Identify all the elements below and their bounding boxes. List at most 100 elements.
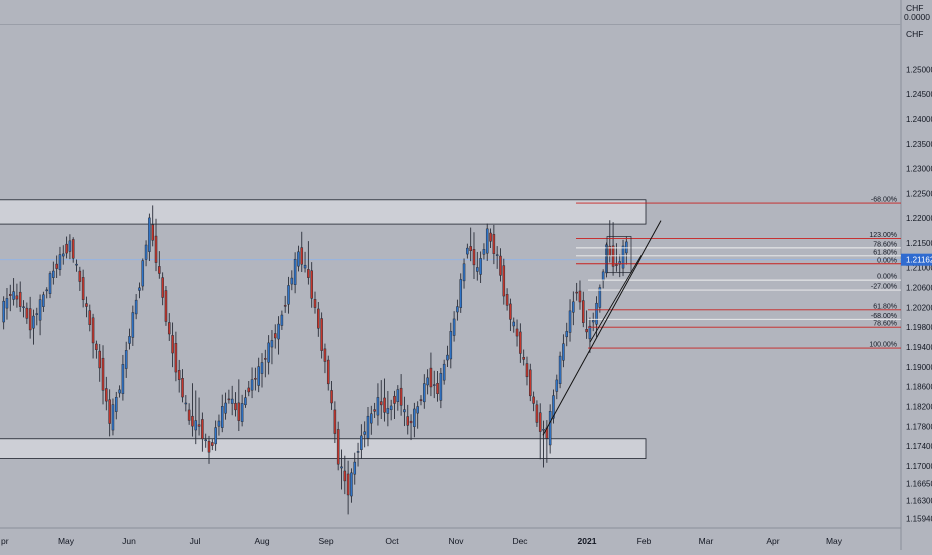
candle-body bbox=[217, 420, 221, 427]
candle-body bbox=[181, 378, 184, 398]
price-tick-label: 1.19000 bbox=[906, 363, 932, 372]
fib-level-label: -68.00% bbox=[871, 197, 897, 204]
price-tick-label: 1.19400 bbox=[906, 343, 932, 352]
time-tick-label: May bbox=[826, 536, 843, 546]
candle-body bbox=[522, 357, 525, 360]
fib-level-label: 123.00% bbox=[869, 232, 897, 239]
candle-body bbox=[605, 244, 608, 274]
time-tick-label: Jul bbox=[190, 536, 201, 546]
price-tick-label: 1.18200 bbox=[906, 403, 932, 412]
candle-body bbox=[164, 290, 168, 322]
candle-body bbox=[148, 217, 151, 252]
candle-body bbox=[449, 331, 453, 360]
currency-label-top: CHF bbox=[906, 3, 923, 13]
candle-body bbox=[174, 343, 178, 373]
candles-layer bbox=[2, 205, 628, 515]
inner-trendline bbox=[589, 255, 642, 343]
price-tick-label: 1.23000 bbox=[906, 165, 932, 174]
candle-body bbox=[598, 287, 602, 308]
candle-body bbox=[456, 306, 459, 313]
candle-body bbox=[615, 264, 618, 266]
candle-body bbox=[482, 249, 486, 255]
candle-body bbox=[442, 363, 446, 381]
candle-body bbox=[75, 263, 78, 266]
candle-body bbox=[250, 379, 254, 391]
candle-body bbox=[287, 285, 290, 305]
candle-body bbox=[144, 244, 148, 260]
candle-body bbox=[313, 299, 317, 308]
candle-body bbox=[277, 323, 280, 340]
candle-body bbox=[552, 395, 555, 419]
candle-body bbox=[48, 273, 52, 294]
price-tick-label: 1.22000 bbox=[906, 214, 932, 223]
candle-body bbox=[167, 322, 171, 335]
price-tick-label: 1.20600 bbox=[906, 284, 932, 293]
candle-body bbox=[124, 350, 128, 369]
candle-body bbox=[114, 396, 118, 412]
candle-body bbox=[197, 424, 201, 427]
candle-body bbox=[578, 290, 582, 303]
candle-body bbox=[512, 321, 516, 327]
price-axis[interactable]: 1.25000 1.24500 1.24000 1.23500 1.23000 1.225… bbox=[901, 65, 932, 524]
price-tick-label: 1.24500 bbox=[906, 90, 932, 99]
candle-body bbox=[353, 461, 357, 475]
candle-body bbox=[191, 415, 194, 427]
price-tick-label: 1.19800 bbox=[906, 323, 932, 332]
candle-body bbox=[509, 303, 512, 320]
resistance-zone bbox=[0, 199, 647, 225]
time-axis[interactable]: pr May Jun Jul Aug Sep Oct Nov Dec 2021 Feb Mar Apr M… bbox=[1, 536, 843, 546]
candle-body bbox=[575, 291, 578, 294]
candle-body bbox=[55, 263, 58, 269]
fib-level-label: 0.00% bbox=[877, 274, 897, 281]
candle-body bbox=[542, 428, 545, 431]
candle-body bbox=[370, 413, 373, 424]
candle-body bbox=[98, 350, 101, 369]
candle-body bbox=[95, 343, 98, 350]
candle-body bbox=[128, 336, 131, 344]
price-tick-label: 1.17800 bbox=[906, 422, 932, 431]
candle-body bbox=[224, 402, 227, 414]
fib-level-label: 78.60% bbox=[873, 321, 897, 328]
candle-body bbox=[141, 260, 145, 287]
candle-body bbox=[330, 390, 333, 404]
ascending-trendline bbox=[542, 220, 662, 436]
candle-body bbox=[264, 358, 267, 360]
candle-body bbox=[495, 254, 499, 256]
candle-body bbox=[485, 228, 489, 254]
candle-body bbox=[88, 310, 92, 325]
candle-body bbox=[439, 372, 443, 401]
candle-body bbox=[78, 270, 82, 282]
candle-body bbox=[409, 420, 413, 424]
candle-body bbox=[588, 325, 592, 340]
candle-body bbox=[601, 271, 605, 281]
candle-body bbox=[389, 405, 393, 411]
candle-body bbox=[68, 240, 72, 252]
time-tick-label: Nov bbox=[448, 536, 464, 546]
candle-body bbox=[519, 331, 522, 354]
candle-body bbox=[105, 388, 108, 402]
candle-body bbox=[108, 399, 111, 424]
candle-body bbox=[432, 384, 436, 386]
candle-body bbox=[307, 269, 310, 278]
candle-body bbox=[472, 249, 476, 266]
trendline-layer bbox=[542, 220, 662, 436]
candle-body bbox=[323, 348, 327, 362]
candle-body bbox=[595, 302, 598, 325]
fib-level-label: 100.00% bbox=[869, 342, 897, 349]
candle-body bbox=[625, 241, 628, 254]
candle-body bbox=[558, 355, 562, 384]
price-tick-label: 1.17000 bbox=[906, 462, 932, 471]
candle-body bbox=[2, 300, 5, 323]
price-tick-label: 1.23500 bbox=[906, 140, 932, 149]
candle-body bbox=[240, 403, 244, 422]
candle-body bbox=[423, 383, 426, 403]
candle-body bbox=[65, 243, 68, 254]
candle-body bbox=[320, 318, 323, 351]
candle-body bbox=[85, 303, 88, 307]
candle-body bbox=[28, 308, 32, 331]
candle-body bbox=[184, 402, 188, 405]
candle-body bbox=[336, 429, 340, 465]
candle-body bbox=[138, 287, 141, 291]
